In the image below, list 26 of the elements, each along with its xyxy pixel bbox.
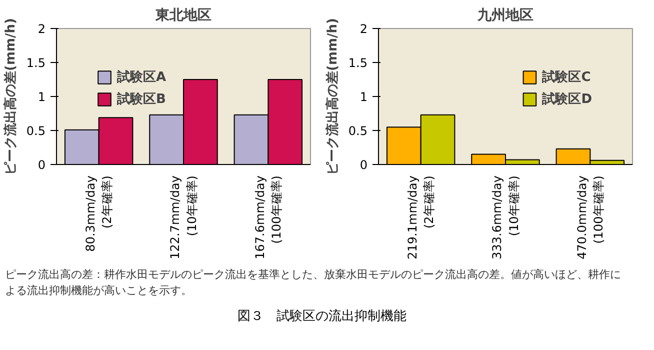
- y-tick-label: 0.5: [26, 124, 46, 138]
- legend-label: 試験区B: [117, 91, 166, 108]
- y-tick-label: 1: [38, 90, 46, 104]
- text: ピーク流出高の差：耕作水田モデルのピーク流出を基準とした、放棄水田モデルのピーク流出高の差。値が高いほど、耕作による流出抑制機能が高いことを示す。: [5, 267, 622, 298]
- y-tick-label: 1: [360, 90, 368, 104]
- legend-label: 試験区D: [542, 91, 592, 108]
- chart-title: 九州地区: [476, 8, 534, 24]
- x-tick-label: 122.7mm/day (10年確率): [168, 175, 199, 260]
- y-tick-label: 0: [38, 158, 46, 172]
- x-tick-label: 219.1mm/day (2年確率): [405, 175, 436, 260]
- y-tick-label: 1.5: [26, 56, 46, 70]
- y-tick-label: 2: [38, 22, 46, 36]
- y-tick-label: 0: [360, 158, 368, 172]
- y-axis-title: ピーク流出高の差(mm/h): [2, 18, 18, 175]
- legend-label: 試験区C: [542, 69, 591, 86]
- y-axis-title: ピーク流出高の差(mm/h): [324, 18, 340, 175]
- chart-title: 東北地区: [154, 8, 212, 24]
- y-tick-label: 1.5: [348, 56, 368, 70]
- x-tick-label: 80.3mm/day (2年確率): [83, 175, 114, 252]
- x-tick-label: 470.0mm/day (100年確率): [574, 175, 606, 260]
- legend-label: 試験区A: [117, 69, 166, 86]
- text: 図３ 試験区の流出抑制機能: [238, 308, 406, 326]
- y-tick-label: 0.5: [348, 124, 368, 138]
- x-tick-label: 167.6mm/day (100年確率): [252, 175, 284, 260]
- x-tick-label: 333.6mm/day (10年確率): [490, 175, 521, 260]
- y-tick-label: 2: [360, 22, 368, 36]
